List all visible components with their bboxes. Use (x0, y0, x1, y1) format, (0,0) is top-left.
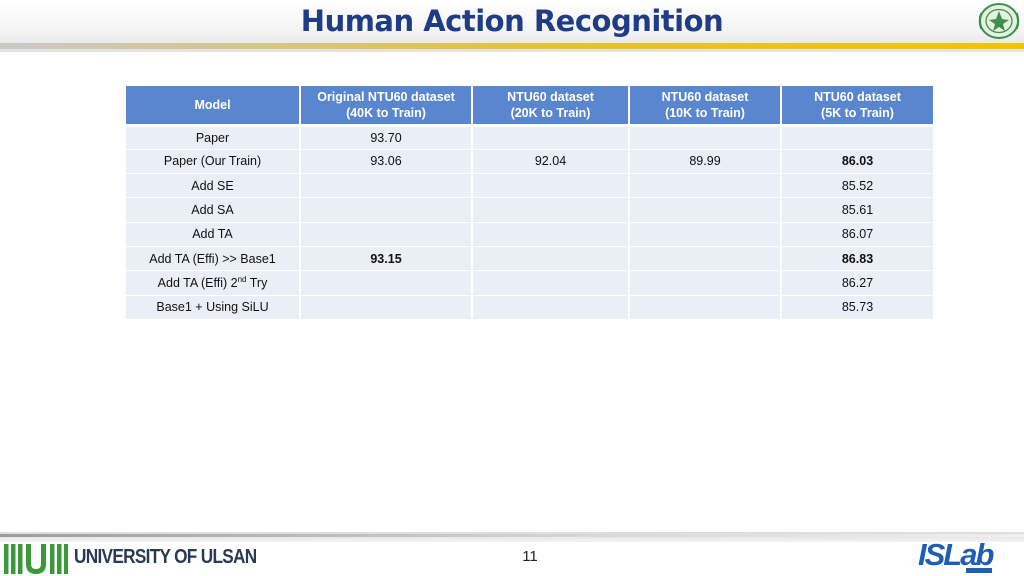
table-header-row: Model Original NTU60 dataset (40K to Trai… (126, 86, 933, 127)
slide-title: Human Action Recognition (300, 4, 724, 38)
cell-5k: 85.61 (781, 197, 933, 223)
table-row: Add TA (Effi) >> Base1 93.15 86.83 (126, 246, 933, 272)
university-name: UNIVERSITY OF ULSAN (74, 546, 257, 568)
cell-20k (472, 270, 630, 296)
model-cell: Add SA (126, 197, 301, 223)
slide-header: Human Action Recognition (0, 0, 1024, 52)
ulsan-emblem-icon (4, 544, 68, 574)
islab-logo-text: ISLab (918, 537, 994, 572)
model-cell: Paper (126, 125, 301, 150)
cell-20k (472, 173, 630, 199)
cell-10k (629, 295, 782, 320)
table-row: Paper (Our Train) 93.06 92.04 89.99 86.0… (126, 149, 933, 175)
cell-20k (472, 125, 630, 150)
header-accent-line (0, 43, 1024, 49)
model-cell: Add TA (Effi) >> Base1 (126, 246, 301, 272)
cell-5k: 86.83 (781, 246, 933, 272)
model-cell: Add SE (126, 173, 301, 199)
cell-40k: 93.15 (300, 246, 473, 272)
cell-10k (629, 125, 782, 150)
table-row: Add TA (Effi) 2nd Try 86.27 (126, 270, 933, 296)
cell-40k (300, 173, 473, 199)
table-row: Base1 + Using SiLU 85.73 (126, 295, 933, 320)
cell-10k (629, 173, 782, 199)
column-header-5k: NTU60 dataset (5K to Train) (781, 86, 933, 127)
table-row: Paper 93.70 (126, 125, 933, 150)
cell-40k (300, 270, 473, 296)
university-seal-icon (978, 3, 1020, 39)
cell-10k (629, 222, 782, 247)
cell-20k (472, 246, 630, 272)
cell-5k (781, 125, 933, 150)
model-cell: Paper (Our Train) (126, 149, 301, 175)
cell-40k: 93.06 (300, 149, 473, 175)
cell-5k: 86.27 (781, 270, 933, 296)
results-table: Model Original NTU60 dataset (40K to Trai… (126, 86, 933, 320)
cell-5k: 86.03 (781, 149, 933, 175)
cell-5k: 86.07 (781, 222, 933, 247)
column-header-40k: Original NTU60 dataset (40K to Train) (300, 86, 473, 127)
cell-5k: 85.52 (781, 173, 933, 199)
islab-logo: ISLab (918, 537, 996, 573)
cell-40k (300, 295, 473, 320)
model-cell: Add TA (126, 222, 301, 247)
cell-40k: 93.70 (300, 125, 473, 150)
cell-40k (300, 197, 473, 223)
cell-20k (472, 222, 630, 247)
cell-10k (629, 246, 782, 272)
university-of-ulsan-logo: UNIVERSITY OF ULSAN (4, 540, 257, 574)
page-number: 11 (522, 548, 538, 565)
model-cell: Add TA (Effi) 2nd Try (126, 270, 301, 296)
cell-40k (300, 222, 473, 247)
cell-10k: 89.99 (629, 149, 782, 175)
cell-20k (472, 295, 630, 320)
cell-10k (629, 270, 782, 296)
column-header-20k: NTU60 dataset (20K to Train) (472, 86, 630, 127)
model-cell: Base1 + Using SiLU (126, 295, 301, 320)
cell-5k: 85.73 (781, 295, 933, 320)
table-row: Add SA 85.61 (126, 197, 933, 223)
cell-20k: 92.04 (472, 149, 630, 175)
cell-20k (472, 197, 630, 223)
column-header-10k: NTU60 dataset (10K to Train) (629, 86, 782, 127)
table-row: Add TA 86.07 (126, 222, 933, 247)
footer-band (0, 532, 1024, 542)
footer-stripe (0, 534, 1024, 537)
cell-10k (629, 197, 782, 223)
table-row: Add SE 85.52 (126, 173, 933, 199)
column-header-model: Model (126, 86, 301, 127)
